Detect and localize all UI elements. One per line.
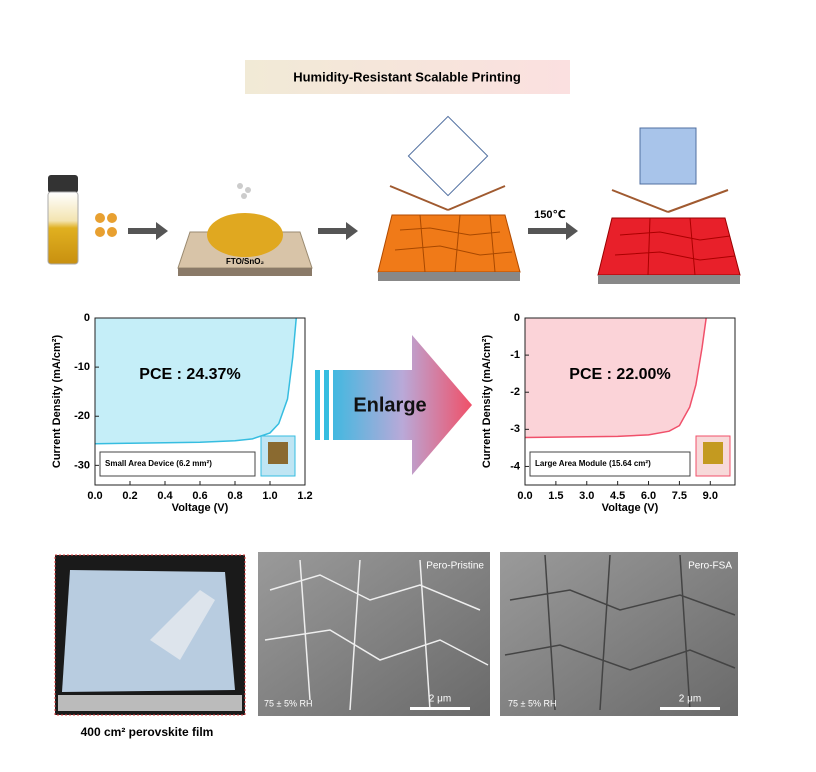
sem-scale: 2 μm xyxy=(429,694,451,705)
title-box xyxy=(245,60,570,94)
sem-label: Pero-FSA xyxy=(688,561,732,572)
device-photo-active xyxy=(268,442,288,464)
inset-label: Large Area Module (15.64 cm²) xyxy=(535,459,651,468)
y-tick-label: -30 xyxy=(74,459,90,471)
x-tick-label: 1.0 xyxy=(262,490,277,502)
orange-film xyxy=(377,214,521,281)
plot-frame xyxy=(524,317,736,486)
x-tick-label: 1.5 xyxy=(548,490,563,502)
y-tick-label: -4 xyxy=(510,460,521,472)
molecules xyxy=(95,213,117,237)
sem-image-1 xyxy=(258,552,490,716)
x-axis-label: Voltage (V) xyxy=(602,502,659,514)
inset-label: Small Area Device (6.2 mm²) xyxy=(105,459,212,468)
sem-humidity: 75 ± 5% RH xyxy=(264,698,312,708)
x-tick-label: 1.2 xyxy=(297,490,312,502)
vial xyxy=(47,175,79,265)
y-tick-label: -1 xyxy=(510,349,520,361)
y-tick-label: -20 xyxy=(74,410,90,422)
x-tick-label: 0.6 xyxy=(192,490,207,502)
substrate-droplet xyxy=(177,183,313,276)
sem-label: Pero-Pristine xyxy=(426,561,484,572)
jv-curve xyxy=(94,317,297,445)
curve-area xyxy=(525,318,707,438)
anneal-label: 150℃ xyxy=(534,209,566,221)
y-tick-label: 0 xyxy=(514,312,520,324)
y-tick-label: -2 xyxy=(510,386,520,398)
x-tick-label: 7.5 xyxy=(672,490,687,502)
x-tick-label: 0.8 xyxy=(227,490,242,502)
device-photo-active xyxy=(703,442,723,464)
film-caption: 400 cm² perovskite film xyxy=(81,725,214,739)
curve-area xyxy=(95,318,297,444)
inset-box xyxy=(99,451,256,477)
x-tick-label: 0.2 xyxy=(122,490,137,502)
process-arrows xyxy=(128,222,578,240)
y-tick-label: -3 xyxy=(510,423,520,435)
x-tick-label: 0.0 xyxy=(87,490,102,502)
x-tick-label: 9.0 xyxy=(703,490,718,502)
inset-box xyxy=(529,451,691,477)
film-photo xyxy=(54,554,246,716)
x-tick-label: 6.0 xyxy=(641,490,656,502)
y-tick-label: 0 xyxy=(84,312,90,324)
red-film xyxy=(597,217,741,284)
x-tick-label: 4.5 xyxy=(610,490,625,502)
x-tick-label: 3.0 xyxy=(579,490,594,502)
jv-curve xyxy=(524,317,707,439)
x-axis-label: Voltage (V) xyxy=(172,502,229,514)
y-axis-label: Current Density (mA/cm²) xyxy=(481,335,493,469)
title: Humidity-Resistant Scalable Printing xyxy=(293,69,521,84)
sem-humidity: 75 ± 5% RH xyxy=(508,698,556,708)
sem-scale: 2 μm xyxy=(679,694,701,705)
x-tick-label: 0.0 xyxy=(517,490,532,502)
enlarge-label: Enlarge xyxy=(353,394,426,416)
sem-image-2 xyxy=(500,552,738,716)
crystal-lattices xyxy=(389,115,729,213)
y-axis-label: Current Density (mA/cm²) xyxy=(51,335,63,469)
pce-annotation: PCE : 22.00% xyxy=(569,366,670,383)
substrate-label: FTO/SnO₂ xyxy=(226,257,265,266)
enlarge-arrow xyxy=(315,335,472,475)
pce-annotation: PCE : 24.37% xyxy=(139,366,240,383)
x-tick-label: 0.4 xyxy=(157,490,173,502)
y-tick-label: -10 xyxy=(74,361,90,373)
